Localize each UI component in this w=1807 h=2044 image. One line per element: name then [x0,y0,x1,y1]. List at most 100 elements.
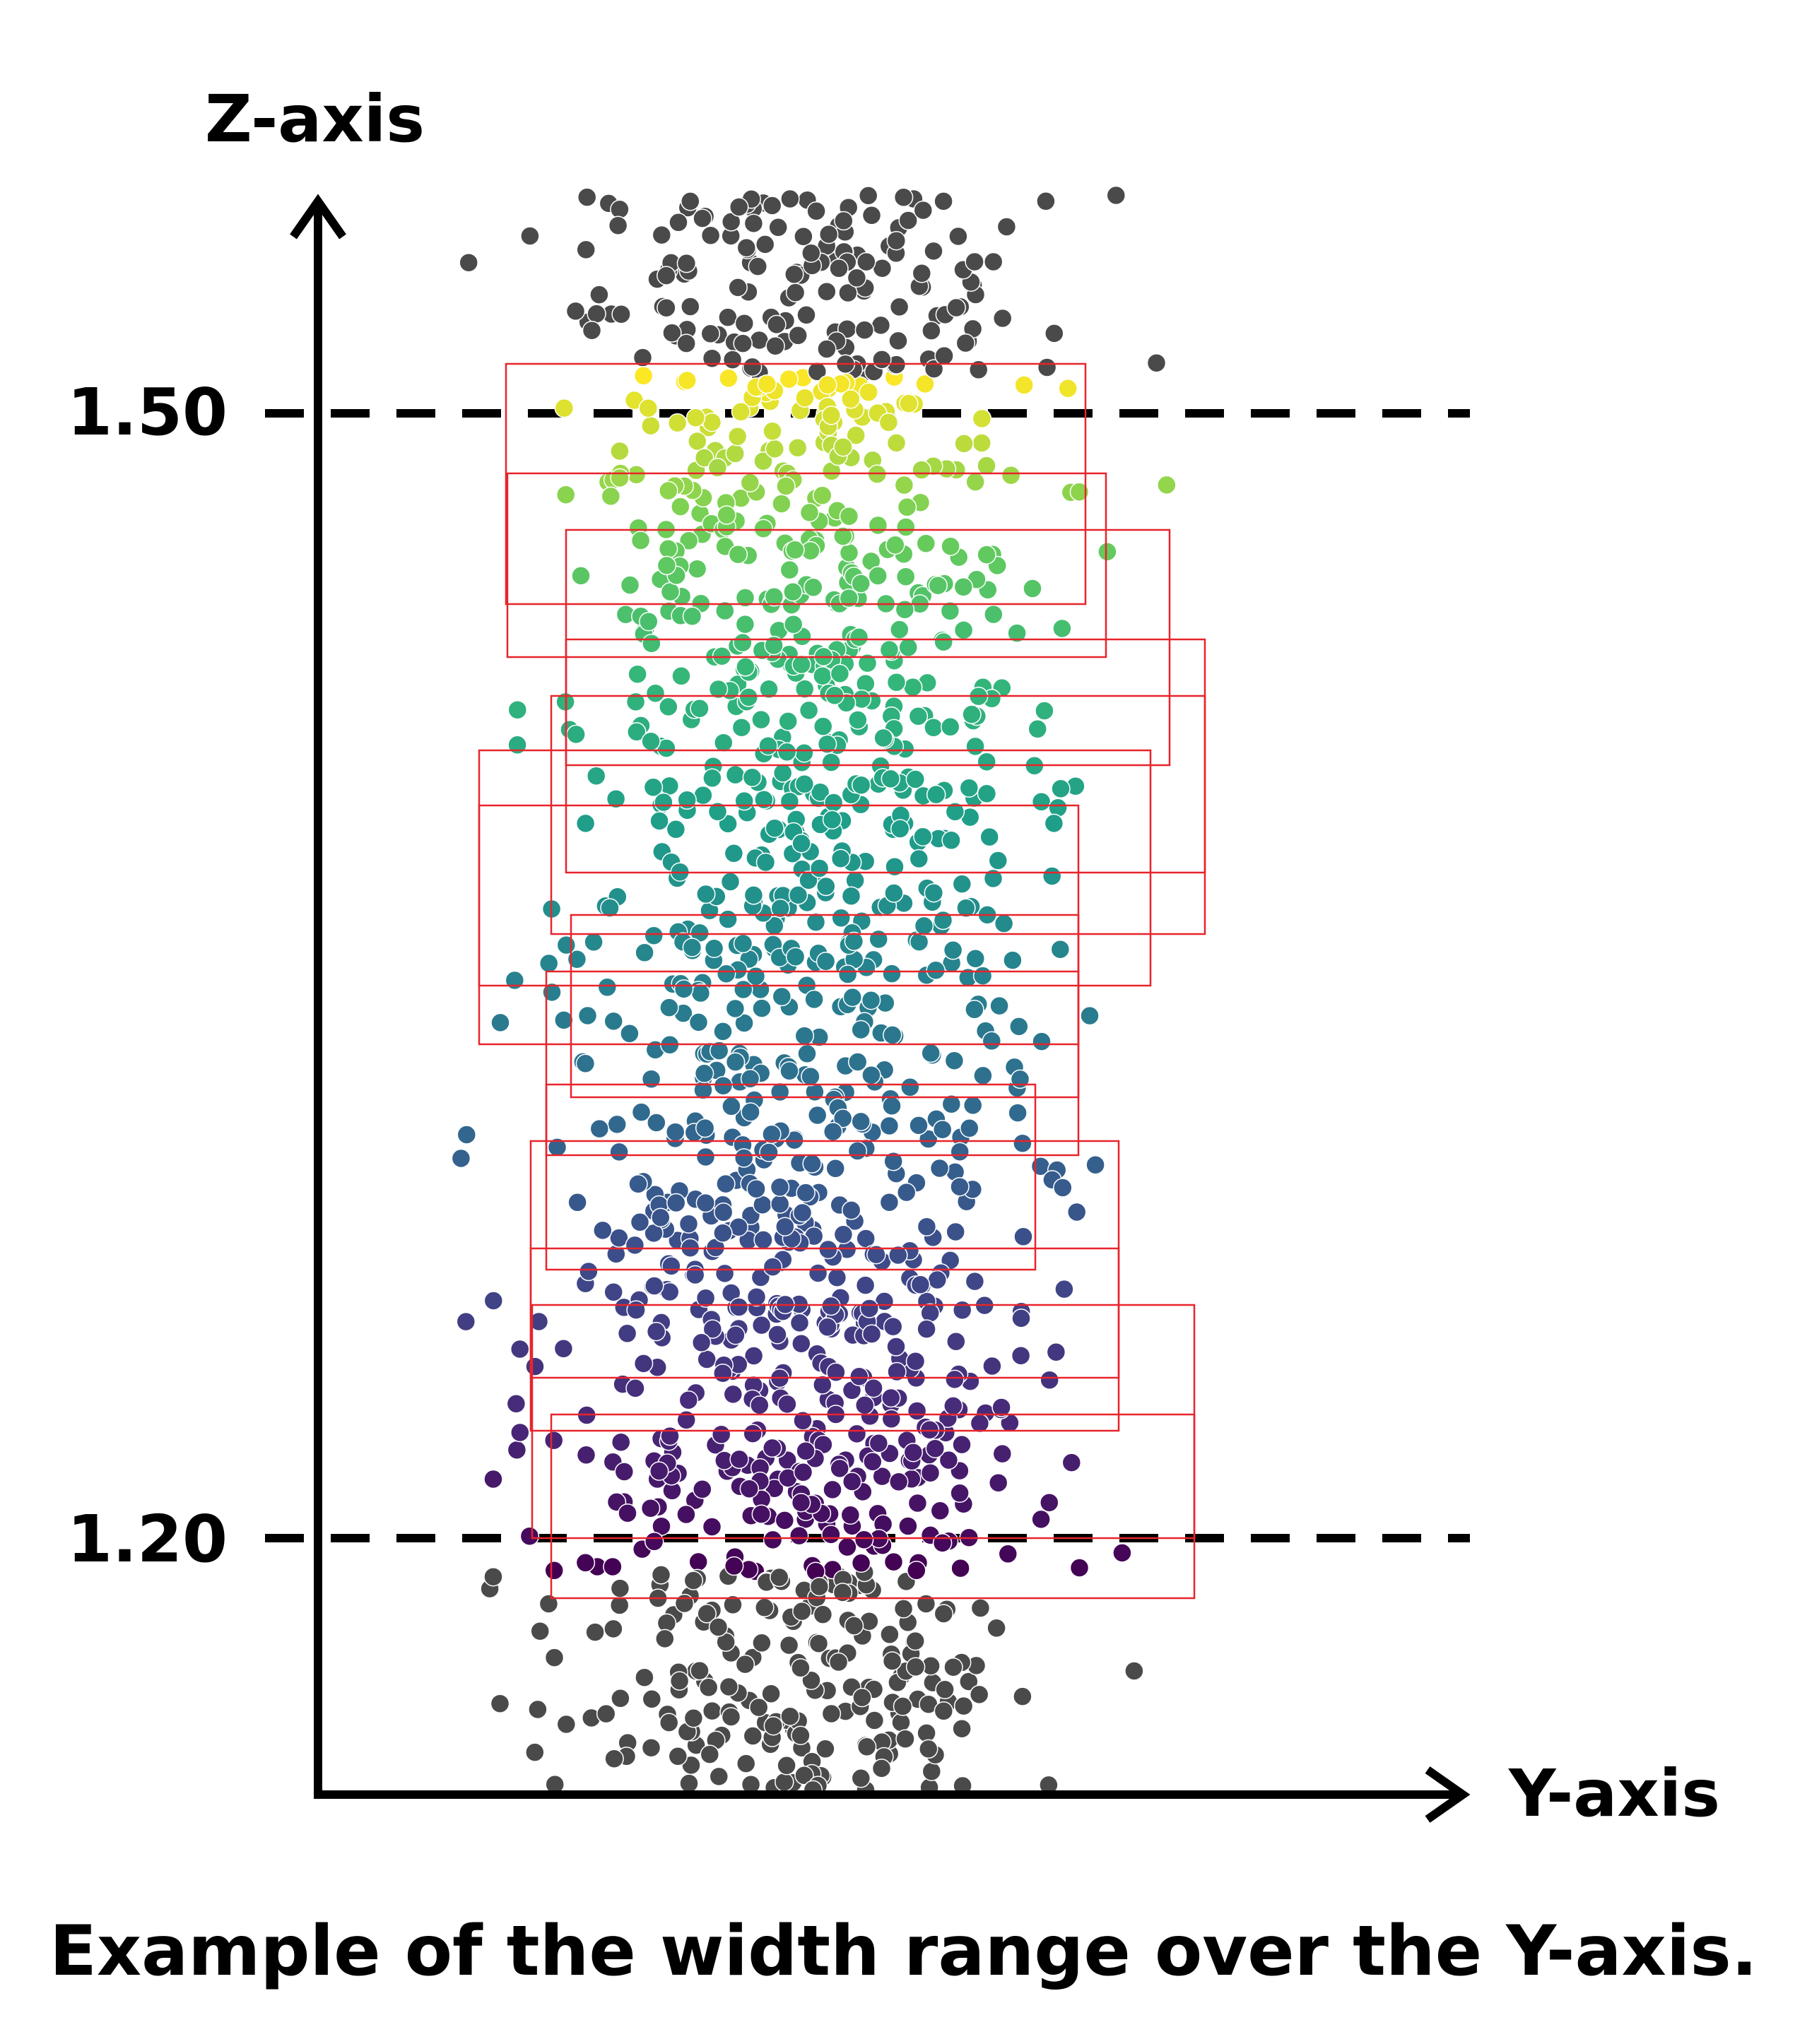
scatter-point [828,1652,849,1672]
scatter-point [1051,779,1071,799]
scatter-point [741,1102,760,1122]
scatter-point [740,473,760,492]
scatter-point [905,1631,925,1651]
scatter-point [633,366,654,386]
scatter-point [596,1703,616,1724]
scatter-point [641,1069,661,1089]
scatter-point [735,1654,755,1674]
scatter-point [763,1438,782,1458]
scatter-point [702,1701,722,1721]
scatter-point [688,1012,709,1032]
scatter-point [1031,1509,1051,1530]
scatter-point [965,736,985,757]
scatter-point [777,1756,796,1776]
scatter-point [938,1450,959,1470]
scatter-point [763,1715,784,1736]
scatter-point [846,425,866,445]
scatter-point [886,230,907,251]
scatter-point [996,217,1017,237]
scatter-point [456,1311,476,1332]
scatter-point [665,1122,685,1142]
scatter-point [716,1174,736,1194]
scatter-point [914,916,934,936]
scatter-point [554,1010,574,1030]
scatter-point [625,1235,645,1256]
scatter-point [1054,1279,1074,1299]
scatter-point [709,1766,729,1787]
scatter-point [791,1658,811,1678]
scatter-point [746,1287,767,1307]
scatter-point [791,834,811,853]
scatter-point [1003,950,1023,970]
scatter-point [816,1739,835,1759]
scatter-point [668,1747,688,1766]
scatter-point [817,281,837,302]
scatter-point [881,769,901,789]
scatter-point [604,1282,623,1302]
scatter-point [813,1375,832,1395]
scatter-point [1157,475,1177,495]
scatter-point [627,722,647,742]
scatter-point [785,283,806,302]
scatter-point [1008,1103,1028,1123]
scatter-point [871,1759,892,1778]
scatter-point [770,1082,790,1102]
scatter-point [667,413,688,433]
scatter-point [735,588,755,608]
scatter-point [889,297,910,317]
y-axis-arrowhead [1425,1766,1471,1823]
scatter-point [777,742,797,762]
scatter-point [589,285,609,305]
scatter-point [544,1648,565,1667]
scatter-point [702,768,722,788]
scatter-point [722,1097,741,1116]
scatter-point [789,1313,810,1333]
scatter-point [955,333,976,353]
scatter-point [813,666,832,686]
scatter-point [620,1024,640,1044]
scatter-point [775,1772,794,1792]
scatter-point [1032,1032,1052,1051]
scatter-point [982,1031,1002,1051]
scatter-point [919,1739,938,1759]
scatter-point [809,858,830,878]
scatter-point [992,1443,1013,1464]
scatter-point [736,657,755,677]
scatter-point [542,982,562,1003]
scatter-point [722,350,743,370]
scatter-point [723,1595,743,1615]
scatter-point [953,620,974,640]
scatter-point [977,545,996,565]
scatter-point [678,531,699,551]
scatter-point [879,1192,900,1212]
scatter-point [704,938,724,959]
scatter-point [868,515,888,536]
scatter-point [743,885,764,905]
scatter-point [784,1130,804,1150]
scatter-point [810,782,830,802]
scatter-point [831,908,851,928]
scatter-point [872,350,892,370]
scatter-point [888,331,908,351]
scatter-point [982,1356,1002,1376]
scatter-point [752,998,772,1018]
scatter-point [555,485,576,504]
scatter-point [677,790,697,810]
scatter-point [734,791,754,811]
scatter-point [941,1094,962,1114]
scatter-point [780,189,800,209]
scatter-point [734,1148,754,1168]
figure-caption: Example of the width range over the Y-ax… [49,1911,1758,1992]
scatter-point [628,1174,648,1194]
scatter-point [733,933,753,954]
scatter-point [778,711,798,731]
scatter-point [738,687,759,707]
scatter-point [1069,1558,1090,1578]
window-box [545,970,1080,1157]
scatter-point [725,998,746,1019]
scatter-point [920,1463,941,1483]
scatter-point [825,1159,845,1178]
scatter-point [601,486,621,507]
scatter-point [934,345,954,366]
scatter-point [861,206,882,225]
